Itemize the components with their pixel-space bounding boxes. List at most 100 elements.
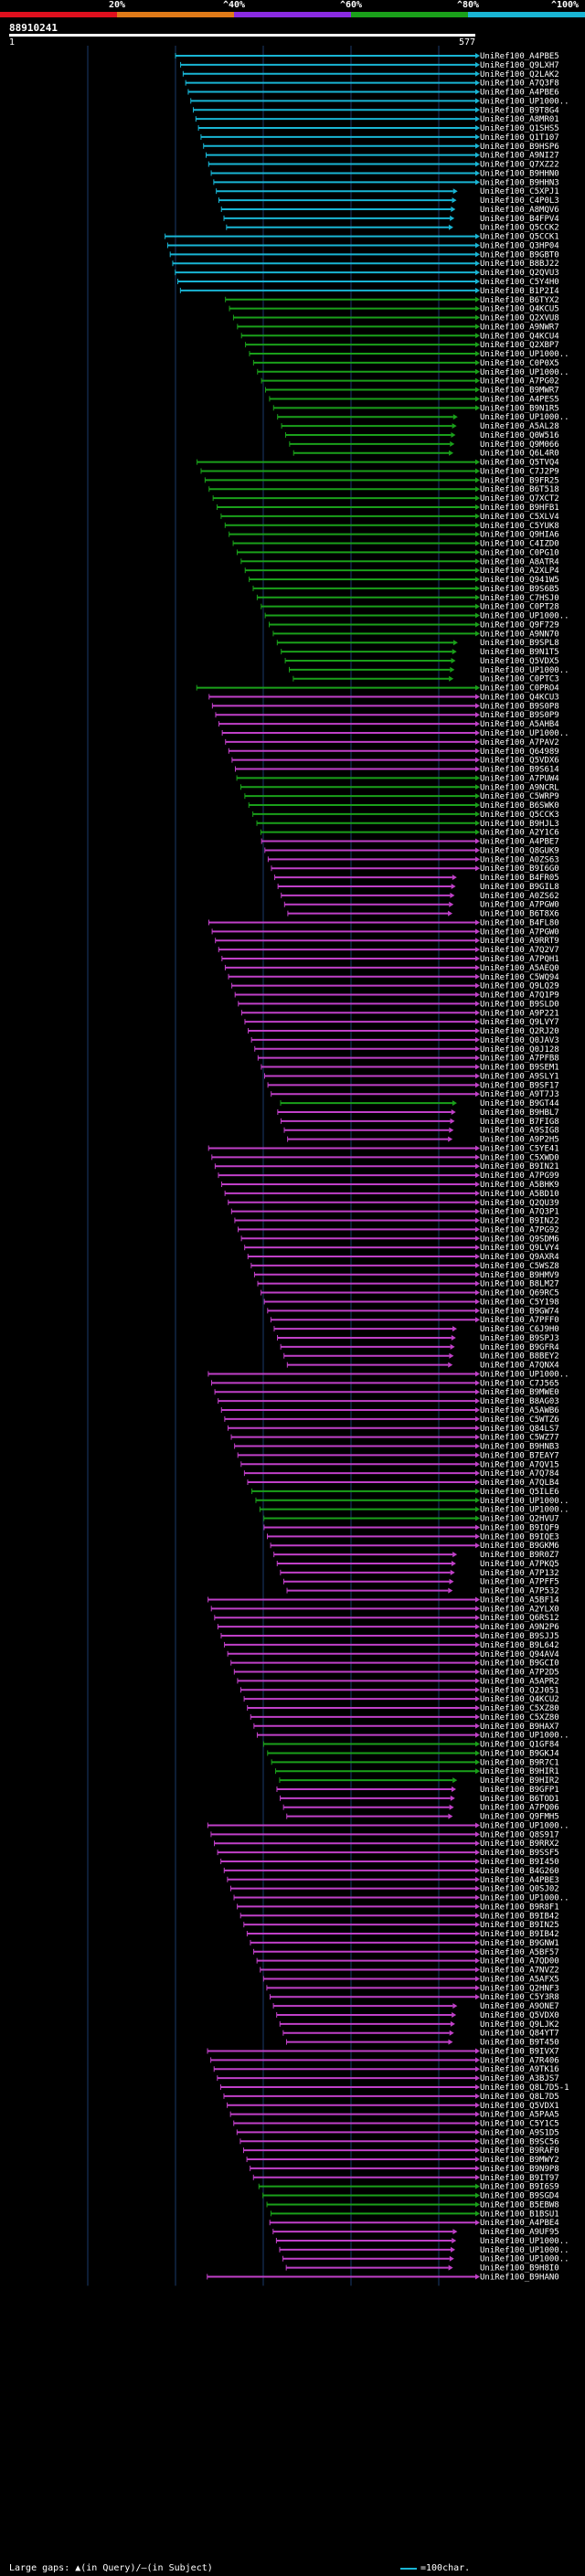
hit-label[interactable]: UniRef100_Q9LQ29 <box>480 982 559 991</box>
hit-label[interactable]: UniRef100_C5YUK8 <box>480 522 559 531</box>
hit-label[interactable]: UniRef100_Q7XCT2 <box>480 494 559 504</box>
hit-label[interactable]: UniRef100_B7FIG8 <box>480 1118 559 1127</box>
hit-label[interactable]: UniRef100_A9P2H5 <box>480 1136 559 1145</box>
hit-label[interactable]: UniRef100_UP1000.. <box>480 1370 569 1379</box>
hit-label[interactable]: UniRef100_Q9HIA6 <box>480 531 559 540</box>
hit-label[interactable]: UniRef100_B9S614 <box>480 766 559 775</box>
hit-label[interactable]: UniRef100_UP1000.. <box>480 368 569 377</box>
hit-label[interactable]: UniRef100_Q5VDX0 <box>480 2011 559 2020</box>
hit-label[interactable]: UniRef100_B9SGD4 <box>480 2192 559 2201</box>
hit-label[interactable]: UniRef100_B9S0P9 <box>480 711 559 720</box>
hit-label[interactable]: UniRef100_B8LM27 <box>480 1280 559 1289</box>
hit-label[interactable]: UniRef100_Q9SDM6 <box>480 1235 559 1244</box>
hit-label[interactable]: UniRef100_A5AEQ0 <box>480 964 559 973</box>
hit-label[interactable]: UniRef100_Q9LVY4 <box>480 1244 559 1253</box>
hit-label[interactable]: UniRef100_UP1000.. <box>480 612 569 621</box>
hit-label[interactable]: UniRef100_B9S6B5 <box>480 585 559 594</box>
hit-label[interactable]: UniRef100_A7PG99 <box>480 1171 559 1181</box>
hit-label[interactable]: UniRef100_A7PAV2 <box>480 738 559 747</box>
hit-label[interactable]: UniRef100_B9IQE3 <box>480 1532 559 1542</box>
hit-label[interactable]: UniRef100_A7R406 <box>480 2056 559 2065</box>
hit-label[interactable]: UniRef100_B9SLD0 <box>480 1000 559 1009</box>
hit-label[interactable]: UniRef100_B9N9P8 <box>480 2165 559 2174</box>
hit-label[interactable]: UniRef100_Q1T107 <box>480 133 559 143</box>
hit-label[interactable]: UniRef100_B1P2I4 <box>480 287 559 296</box>
hit-label[interactable]: UniRef100_Q64989 <box>480 747 559 757</box>
hit-label[interactable]: UniRef100_B9RRX2 <box>480 1839 559 1849</box>
hit-label[interactable]: UniRef100_A5AHB4 <box>480 720 559 729</box>
hit-label[interactable]: UniRef100_B8AG03 <box>480 1397 559 1406</box>
hit-label[interactable]: UniRef100_B9HHN3 <box>480 178 559 187</box>
hit-label[interactable]: UniRef100_A2XLP4 <box>480 567 559 576</box>
hit-label[interactable]: UniRef100_C4IZD0 <box>480 540 559 549</box>
hit-label[interactable]: UniRef100_A4PBE6 <box>480 89 559 98</box>
hit-label[interactable]: UniRef100_B9R8F1 <box>480 1903 559 1912</box>
hit-label[interactable]: UniRef100_B9HAX7 <box>480 1723 559 1732</box>
hit-label[interactable]: UniRef100_A9NN70 <box>480 630 559 639</box>
hit-label[interactable]: UniRef100_B9IT97 <box>480 2174 559 2183</box>
hit-label[interactable]: UniRef100_B9SPL8 <box>480 639 559 648</box>
hit-label[interactable]: UniRef100_A4PBE5 <box>480 52 559 61</box>
hit-label[interactable]: UniRef100_C5Y198 <box>480 1298 559 1307</box>
hit-label[interactable]: UniRef100_C5Y1C5 <box>480 2120 559 2129</box>
hit-label[interactable]: UniRef100_B9IQF9 <box>480 1523 559 1532</box>
hit-label[interactable]: UniRef100_A5AFX5 <box>480 1975 559 1984</box>
hit-label[interactable]: UniRef100_A7QD00 <box>480 1957 559 1966</box>
hit-label[interactable]: UniRef100_B9IVX7 <box>480 2047 559 2056</box>
hit-label[interactable]: UniRef100_Q8S917 <box>480 1830 559 1839</box>
hit-label[interactable]: UniRef100_Q4KCU3 <box>480 693 559 702</box>
hit-label[interactable]: UniRef100_B9T450 <box>480 2039 559 2048</box>
hit-label[interactable]: UniRef100_A3BJS7 <box>480 2074 559 2083</box>
hit-label[interactable]: UniRef100_C5YE41 <box>480 1144 559 1153</box>
hit-label[interactable]: UniRef100_A7NVZ2 <box>480 1966 559 1976</box>
hit-label[interactable]: UniRef100_A8MQV6 <box>480 206 559 215</box>
hit-label[interactable]: UniRef100_B9SC56 <box>480 2137 559 2147</box>
hit-label[interactable]: UniRef100_UP1000.. <box>480 1497 569 1506</box>
hit-label[interactable]: UniRef100_B4G260 <box>480 1867 559 1876</box>
hit-label[interactable]: UniRef100_UP1000.. <box>480 413 569 422</box>
hit-label[interactable]: UniRef100_A7QV15 <box>480 1460 559 1469</box>
hit-label[interactable]: UniRef100_A7PUW4 <box>480 774 559 783</box>
hit-label[interactable]: UniRef100_A7PG92 <box>480 1225 559 1235</box>
hit-label[interactable]: UniRef100_Q0J128 <box>480 1045 559 1055</box>
hit-label[interactable]: UniRef100_UP1000.. <box>480 97 569 106</box>
hit-label[interactable]: UniRef100_Q6RS12 <box>480 1614 559 1623</box>
hit-label[interactable]: UniRef100_B9N1R5 <box>480 404 559 413</box>
hit-label[interactable]: UniRef100_B4FL80 <box>480 918 559 928</box>
hit-label[interactable]: UniRef100_B9GKJ4 <box>480 1749 559 1758</box>
hit-label[interactable]: UniRef100_C4P0L3 <box>480 196 559 206</box>
hit-label[interactable]: UniRef100_B9SEM1 <box>480 1064 559 1073</box>
hit-label[interactable]: UniRef100_Q2LAK2 <box>480 70 559 80</box>
hit-label[interactable]: UniRef100_B9IN22 <box>480 1217 559 1226</box>
hit-label[interactable]: UniRef100_Q9M066 <box>480 440 559 450</box>
hit-label[interactable]: UniRef100_B9GIL8 <box>480 883 559 892</box>
hit-label[interactable]: UniRef100_Q6L4R0 <box>480 450 559 459</box>
hit-label[interactable]: UniRef100_Q9F729 <box>480 620 559 630</box>
hit-label[interactable]: UniRef100_B9MWE0 <box>480 1388 559 1397</box>
hit-label[interactable]: UniRef100_A7PFF5 <box>480 1578 559 1587</box>
hit-label[interactable]: UniRef100_UP1000.. <box>480 2237 569 2246</box>
hit-label[interactable]: UniRef100_A9T7J3 <box>480 1090 559 1099</box>
hit-label[interactable]: UniRef100_C7HSJ0 <box>480 594 559 603</box>
hit-label[interactable]: UniRef100_Q94AV4 <box>480 1650 559 1659</box>
hit-label[interactable]: UniRef100_Q5TVQ4 <box>480 459 559 468</box>
hit-label[interactable]: UniRef100_A5AWB6 <box>480 1406 559 1415</box>
hit-label[interactable]: UniRef100_C5XZ80 <box>480 1704 559 1713</box>
hit-label[interactable]: UniRef100_C5WZ77 <box>480 1434 559 1443</box>
hit-label[interactable]: UniRef100_Q4KCU5 <box>480 305 559 314</box>
hit-label[interactable]: UniRef100_A7PKQ5 <box>480 1560 559 1569</box>
hit-label[interactable]: UniRef100_B9HFB1 <box>480 504 559 513</box>
hit-label[interactable]: UniRef100_Q0JAV3 <box>480 1036 559 1045</box>
hit-label[interactable]: UniRef100_A9TK16 <box>480 2065 559 2074</box>
hit-label[interactable]: UniRef100_B9HMV9 <box>480 1271 559 1280</box>
hit-label[interactable]: UniRef100_B9GFP1 <box>480 1786 559 1795</box>
hit-label[interactable]: UniRef100_B9MWY2 <box>480 2156 559 2165</box>
hit-label[interactable]: UniRef100_Q941W5 <box>480 576 559 585</box>
hit-label[interactable]: UniRef100_A5AL28 <box>480 422 559 431</box>
hit-label[interactable]: UniRef100_Q0W516 <box>480 431 559 440</box>
hit-label[interactable]: UniRef100_B9I450 <box>480 1858 559 1867</box>
hit-label[interactable]: UniRef100_Q5CCK1 <box>480 233 559 242</box>
hit-label[interactable]: UniRef100_B8BEY2 <box>480 1352 559 1362</box>
hit-label[interactable]: UniRef100_B9S0P8 <box>480 702 559 711</box>
hit-label[interactable]: UniRef100_Q4KCU2 <box>480 1695 559 1704</box>
